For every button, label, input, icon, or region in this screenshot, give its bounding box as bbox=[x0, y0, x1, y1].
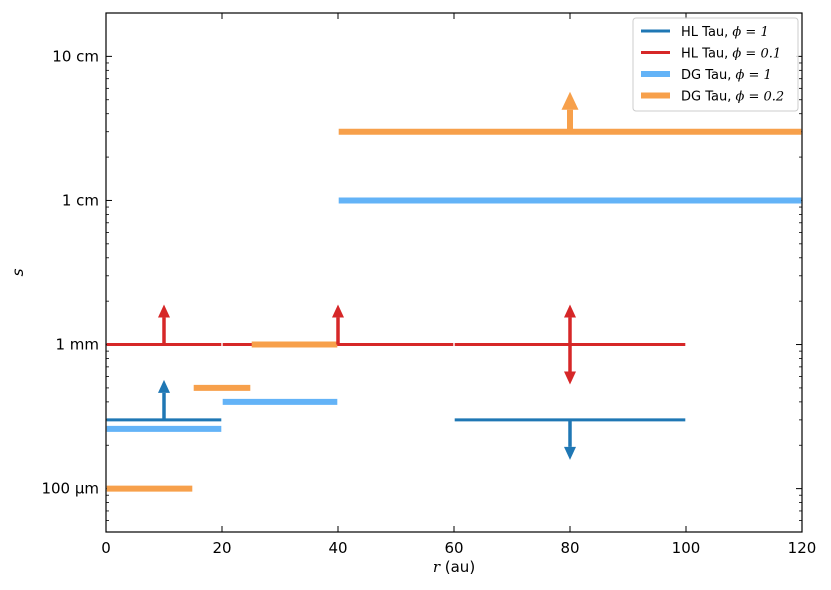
y-tick-label: 100 µm bbox=[41, 480, 99, 498]
x-tick-label: 120 bbox=[788, 539, 817, 557]
arrow-head bbox=[564, 304, 576, 318]
legend-entry-math: ϕ = 1 bbox=[735, 68, 771, 83]
plot-data bbox=[106, 91, 802, 492]
legend-entry: HL Tau, ϕ = 1 bbox=[681, 25, 769, 40]
arrow-head bbox=[564, 446, 576, 460]
legend-entry: DG Tau, ϕ = 0.2 bbox=[681, 90, 784, 105]
series-1-arrows bbox=[158, 304, 576, 385]
arrow-head bbox=[332, 304, 344, 318]
legend-entry-prefix: HL Tau, bbox=[681, 25, 732, 40]
arrow-head bbox=[158, 379, 170, 393]
legend-entry: HL Tau, ϕ = 0.1 bbox=[681, 47, 781, 62]
tick-labels: 0 20 40 60 80 100 120 100 µm 1 mm 1 cm 10 cm bbox=[41, 47, 816, 557]
x-tick-label: 0 bbox=[101, 539, 111, 557]
x-tick-label: 40 bbox=[328, 539, 347, 557]
arrow-head bbox=[564, 371, 576, 385]
legend-entry-math: ϕ = 0.1 bbox=[732, 47, 781, 62]
series-0-arrows bbox=[158, 379, 576, 460]
legend-box bbox=[632, 17, 799, 112]
y-axis-label: s bbox=[9, 268, 27, 276]
legend-entry: DG Tau, ϕ = 1 bbox=[681, 68, 772, 83]
x-tick-label: 60 bbox=[444, 539, 463, 557]
y-tick-label: 10 cm bbox=[52, 47, 99, 65]
arrow-head bbox=[561, 91, 579, 110]
legend-entry-prefix: DG Tau, bbox=[681, 90, 735, 105]
series-2 bbox=[106, 197, 802, 432]
x-axis-label-unit: (au) bbox=[445, 558, 475, 576]
arrow-head bbox=[158, 304, 170, 318]
series-3 bbox=[106, 128, 802, 492]
y-tick-label: 1 cm bbox=[62, 191, 99, 209]
series-3-arrows bbox=[561, 91, 579, 132]
legend-entry-prefix: HL Tau, bbox=[681, 47, 732, 62]
x-axis-label-symbol: r bbox=[433, 558, 441, 576]
x-tick-label: 20 bbox=[212, 539, 231, 557]
x-tick-label: 80 bbox=[560, 539, 579, 557]
legend-entry-prefix: DG Tau, bbox=[681, 68, 735, 83]
legend: HL Tau, ϕ = 1HL Tau, ϕ = 0.1DG Tau, ϕ = … bbox=[632, 17, 799, 112]
y-tick-label: 1 mm bbox=[55, 336, 99, 354]
legend-entry-math: ϕ = 0.2 bbox=[735, 90, 784, 105]
legend-entry-math: ϕ = 1 bbox=[732, 25, 768, 40]
x-axis-label: r (au) bbox=[433, 558, 475, 576]
plot-frame bbox=[105, 12, 803, 533]
x-tick-label: 100 bbox=[672, 539, 701, 557]
